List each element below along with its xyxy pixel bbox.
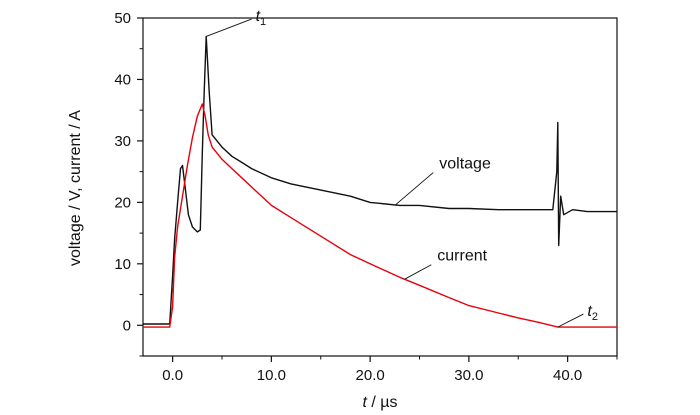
y-axis-label: voltage / V, current / A — [67, 110, 84, 266]
x-axis-label-unit: / µs — [367, 394, 398, 411]
y-tick-label: 50 — [114, 10, 131, 27]
x-tick-label: 30.0 — [454, 367, 483, 384]
y-axis: 0 10 20 30 40 50 — [114, 10, 143, 357]
y-tick-label: 0 — [123, 317, 131, 334]
x-axis: 0.0 10.0 20.0 30.0 40.0 — [162, 356, 618, 384]
y-tick-label: 30 — [114, 133, 131, 150]
x-tick-label: 0.0 — [162, 367, 183, 384]
plot-frame — [142, 17, 618, 357]
annotation-label-t1: t1 — [256, 8, 267, 28]
x-tick-label: 10.0 — [257, 367, 286, 384]
y-tick-label: 40 — [114, 71, 131, 88]
series-line-current — [143, 103, 617, 328]
annotation-label-t2: t2 — [587, 303, 598, 323]
annotations: voltage current t1 t2 — [206, 8, 598, 328]
y-tick-label: 20 — [114, 194, 131, 211]
annotation-label-voltage: voltage — [439, 156, 491, 173]
series-lines — [143, 35, 617, 328]
x-tick-label: 40.0 — [553, 367, 582, 384]
annotation-leader-voltage — [394, 172, 434, 206]
annotation-leader-t1 — [206, 18, 252, 37]
annotation-leader-t2 — [557, 313, 584, 328]
series-line-voltage — [143, 35, 617, 325]
x-tick-label: 20.0 — [356, 367, 385, 384]
x-axis-label: t / µs — [362, 394, 397, 411]
y-tick-label: 10 — [114, 256, 131, 273]
x-axis-label-var: t — [362, 394, 367, 411]
annotation-label-current: current — [437, 248, 487, 265]
annotation-leader-current — [404, 264, 432, 280]
plot-area-border — [142, 17, 618, 357]
